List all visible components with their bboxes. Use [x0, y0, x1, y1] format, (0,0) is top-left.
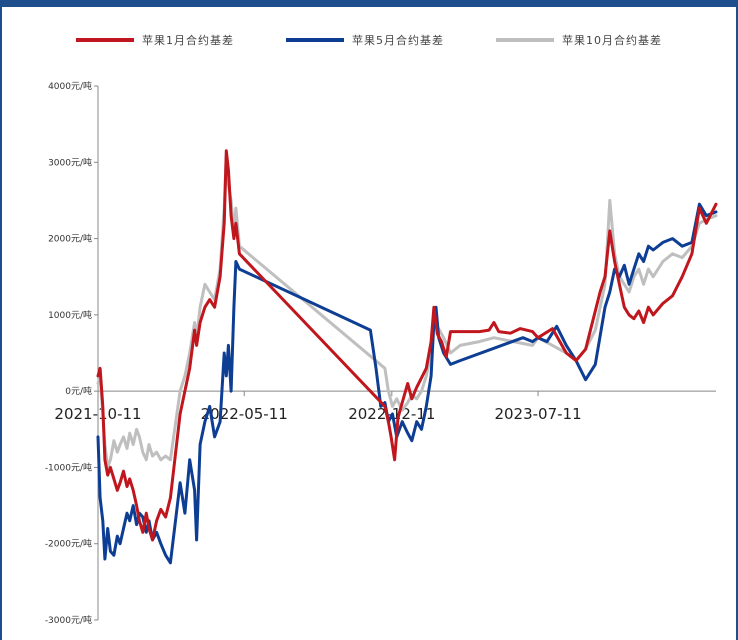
top-accent-bar [2, 0, 736, 7]
y-tick-label: 1000元/吨 [48, 309, 92, 321]
series-line-2 [96, 153, 718, 469]
legend-swatch-series-1 [286, 38, 344, 42]
legend-swatch-series-0 [76, 38, 134, 42]
y-tick-label: -3000元/吨 [45, 614, 92, 626]
x-tick-label: 2022-05-11 [201, 405, 288, 423]
y-tick-label: 3000元/吨 [48, 156, 92, 168]
y-tick-label: 2000元/吨 [48, 233, 92, 245]
legend-item-series-2: 苹果10月合约基差 [496, 32, 662, 48]
y-tick-label: 4000元/吨 [48, 80, 92, 92]
legend-item-series-0: 苹果1月合约基差 [76, 32, 234, 48]
y-tick-label: -2000元/吨 [45, 538, 92, 550]
y-tick-label: -1000元/吨 [45, 461, 92, 473]
legend-item-series-1: 苹果5月合约基差 [286, 32, 444, 48]
legend: 苹果1月合约基差 苹果5月合约基差 苹果10月合约基差 [2, 28, 736, 52]
y-tick-label: 0元/吨 [65, 385, 92, 397]
legend-label-series-0: 苹果1月合约基差 [142, 34, 234, 47]
x-tick-label: 2023-07-11 [494, 405, 581, 423]
x-tick-label: 2021-10-11 [54, 405, 141, 423]
series-line-0 [96, 149, 718, 542]
legend-label-series-2: 苹果10月合约基差 [562, 34, 662, 47]
legend-label-series-1: 苹果5月合约基差 [352, 34, 444, 47]
legend-swatch-series-2 [496, 38, 554, 42]
